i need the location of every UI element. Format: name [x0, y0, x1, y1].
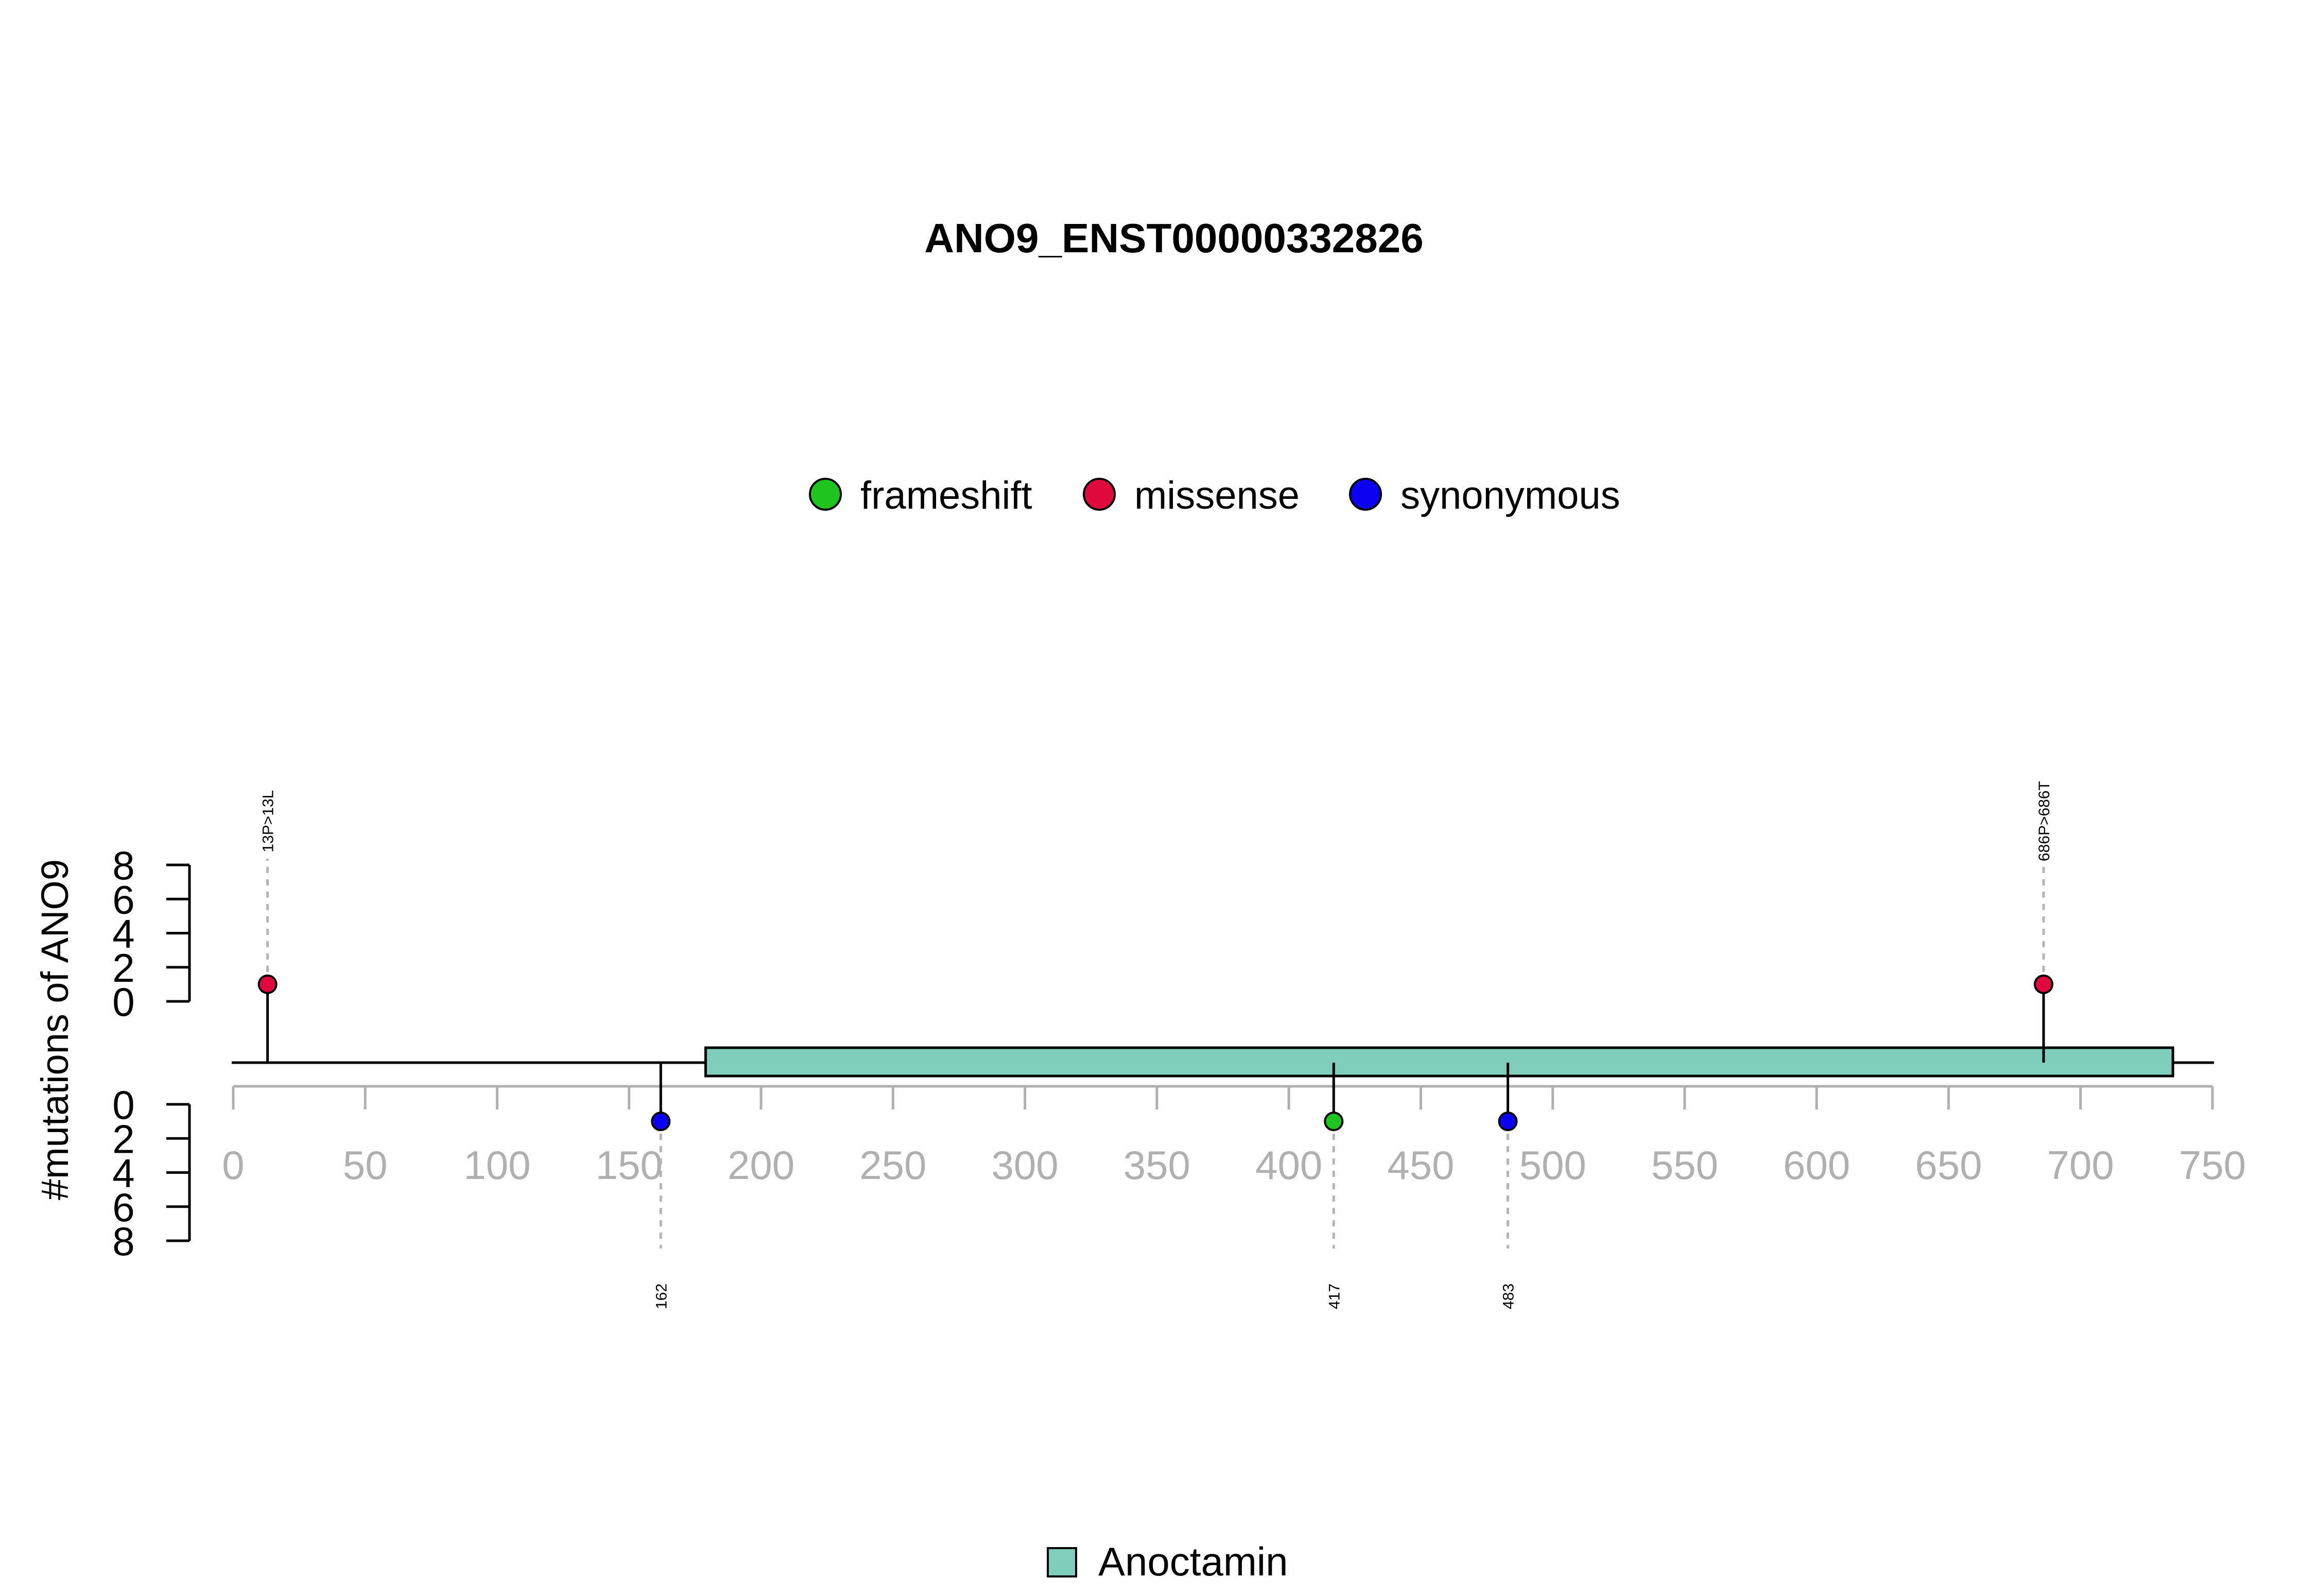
mutation-point-13 — [257, 974, 278, 994]
y-top-tick-label-6: 6 — [112, 877, 134, 922]
mutation-type-legend: frameshift missense synonymous — [809, 474, 1620, 517]
mutation-lollipops: 13P>13L 686P>686T 162 417 483 — [257, 781, 2053, 1309]
x-tick-label-150: 150 — [596, 1142, 663, 1188]
x-tick-label-0: 0 — [222, 1142, 244, 1188]
x-tick-label-100: 100 — [463, 1142, 530, 1188]
x-tick-label-350: 350 — [1123, 1142, 1190, 1188]
mutation-point-417 — [1324, 1112, 1344, 1132]
domain-legend: Anoctamin — [1047, 1539, 1288, 1584]
legend-marker-missense — [1083, 478, 1116, 511]
mutation-417: 417 — [1324, 1063, 1344, 1309]
x-tick-label-450: 450 — [1387, 1142, 1454, 1188]
mutation-label-483: 483 — [1500, 1283, 1517, 1309]
y-top-tick-label-0: 0 — [112, 979, 134, 1025]
mutation-label-417: 417 — [1326, 1283, 1343, 1309]
chart-title: ANO9_ENST00000332826 — [924, 215, 1424, 261]
domain-track — [704, 1046, 2174, 1078]
x-tick-label-650: 650 — [1915, 1142, 1982, 1188]
y-bottom-tick-label-6: 6 — [112, 1185, 134, 1230]
axes: 0 50 100 150 200 250 300 350 400 450 500 550 600 650 7… — [112, 843, 2246, 1264]
mutation-point-162 — [651, 1112, 671, 1132]
x-tick-label-400: 400 — [1255, 1142, 1322, 1188]
y-bottom-tick-label-8: 8 — [112, 1219, 134, 1264]
legend-label-synonymous: synonymous — [1400, 474, 1620, 517]
mutation-point-686 — [2033, 974, 2053, 994]
y-top-tick-label-4: 4 — [112, 911, 134, 957]
legend-marker-frameshift — [809, 478, 842, 511]
mutation-686: 686P>686T — [2033, 781, 2053, 1063]
y-bottom-tick-label-4: 4 — [112, 1151, 134, 1196]
mutation-162: 162 — [651, 1063, 671, 1309]
mutation-483: 483 — [1498, 1063, 1518, 1309]
domain-legend-swatch-anoctamin — [1047, 1547, 1077, 1577]
legend-label-missense: missense — [1134, 474, 1300, 517]
x-tick-label-300: 300 — [992, 1142, 1059, 1188]
x-tick-label-200: 200 — [728, 1142, 794, 1188]
legend-marker-synonymous — [1349, 478, 1382, 511]
x-tick-label-750: 750 — [2179, 1142, 2246, 1188]
mutation-label-162: 162 — [653, 1283, 670, 1309]
legend-label-frameshift: frameshift — [860, 474, 1032, 517]
mutation-label-13: 13P>13L — [260, 790, 277, 853]
y-bottom-tick-label-0: 0 — [112, 1082, 134, 1127]
mutation-label-686: 686P>686T — [2036, 781, 2053, 861]
x-tick-label-600: 600 — [1783, 1142, 1850, 1188]
x-tick-label-550: 550 — [1651, 1142, 1718, 1188]
y-top-tick-label-8: 8 — [112, 843, 134, 888]
mutation-13: 13P>13L — [257, 790, 278, 1063]
y-top-tick-label-2: 2 — [112, 945, 134, 991]
x-tick-label-700: 700 — [2047, 1142, 2114, 1188]
x-tick-label-250: 250 — [859, 1142, 926, 1188]
x-tick-label-500: 500 — [1519, 1142, 1586, 1188]
y-axis-label: #mutations of ANO9 — [33, 859, 76, 1200]
domain-legend-label-anoctamin: Anoctamin — [1098, 1539, 1288, 1584]
domain-anoctamin — [704, 1046, 2174, 1078]
mutation-point-483 — [1498, 1112, 1518, 1132]
x-tick-label-50: 50 — [343, 1142, 388, 1188]
y-bottom-tick-label-2: 2 — [112, 1116, 134, 1161]
